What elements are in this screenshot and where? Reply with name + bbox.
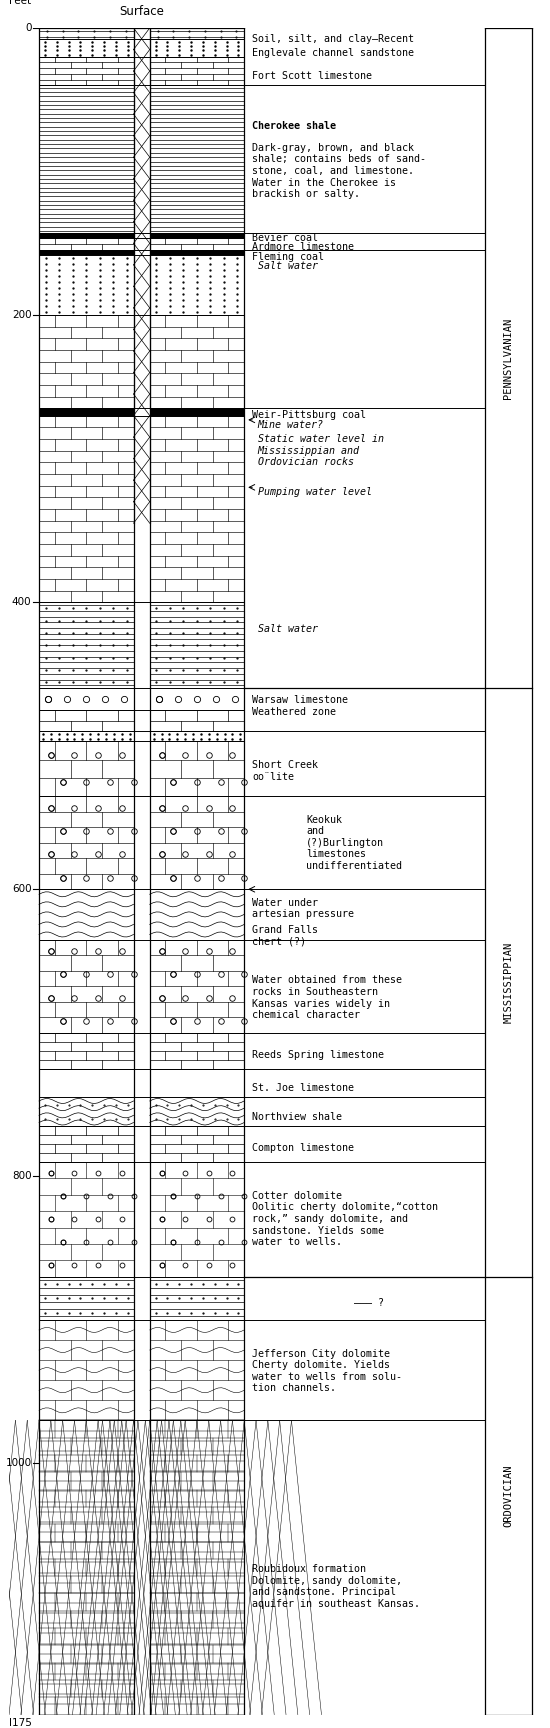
Text: Feet: Feet [9, 0, 31, 7]
Text: Fort Scott limestone: Fort Scott limestone [252, 71, 372, 81]
Text: Reeds Spring limestone: Reeds Spring limestone [252, 1051, 384, 1059]
Text: Cherokee shale: Cherokee shale [252, 121, 337, 131]
Bar [150, 251, 244, 254]
Text: Weir-Pittsburg coal: Weir-Pittsburg coal [252, 410, 366, 420]
Text: Fleming coal: Fleming coal [252, 252, 324, 263]
Text: Water under
artesian pressure: Water under artesian pressure [252, 899, 354, 919]
Bar [39, 233, 134, 237]
Text: Compton limestone: Compton limestone [252, 1144, 354, 1153]
Text: Jefferson City dolomite
Cherty dolomite. Yields
water to wells from solu-
tion c: Jefferson City dolomite Cherty dolomite.… [252, 1348, 403, 1393]
Bar [39, 408, 134, 415]
Bar [39, 251, 134, 254]
Text: I175: I175 [9, 1718, 31, 1728]
Text: Static water level in
Mississippian and
Ordovician rocks: Static water level in Mississippian and … [258, 434, 384, 467]
Text: Grand Falls
chert (?): Grand Falls chert (?) [252, 924, 318, 947]
Text: Roubidoux formation
Dolomite, sandy dolomite,
and sandstone. Principal
aquifer i: Roubidoux formation Dolomite, sandy dolo… [252, 1564, 420, 1609]
Text: Keokuk
and
(?)Burlington
limestones
undifferentiated: Keokuk and (?)Burlington limestones undi… [306, 814, 402, 871]
Text: Warsaw limestone
Weathered zone: Warsaw limestone Weathered zone [252, 695, 348, 717]
Text: Water obtained from these
rocks in Southeastern
Kansas varies widely in
chemical: Water obtained from these rocks in South… [252, 975, 403, 1020]
Bar [150, 233, 244, 237]
Text: Pumping water level: Pumping water level [258, 487, 372, 498]
Text: Salt water: Salt water [258, 261, 318, 271]
Text: 400: 400 [12, 598, 31, 607]
Text: MISSISSIPPIAN: MISSISSIPPIAN [503, 942, 513, 1023]
Text: 0: 0 [25, 22, 31, 33]
Text: Englevale channel sandstone: Englevale channel sandstone [252, 48, 414, 59]
Text: Surface: Surface [119, 5, 164, 17]
Text: Soil, silt, and clay—Recent: Soil, silt, and clay—Recent [252, 35, 414, 43]
Text: Bevier coal: Bevier coal [252, 233, 318, 244]
Text: Dark-gray, brown, and black
shale; contains beds of sand-
stone, coal, and limes: Dark-gray, brown, and black shale; conta… [252, 143, 426, 199]
Text: Mine water?: Mine water? [258, 420, 324, 430]
Text: Ardmore limestone: Ardmore limestone [252, 242, 354, 252]
Text: ORDOVICIAN: ORDOVICIAN [503, 1465, 513, 1528]
Text: 600: 600 [12, 885, 31, 895]
Bar [134, 28, 150, 524]
Text: Short Creek
oölite: Short Creek oölite [252, 760, 318, 781]
Text: 1000: 1000 [6, 1458, 31, 1469]
Text: St. Joe limestone: St. Joe limestone [252, 1083, 354, 1094]
Text: ——— ?: ——— ? [252, 1298, 384, 1308]
Text: 800: 800 [12, 1172, 31, 1182]
Text: Northview shale: Northview shale [252, 1111, 342, 1121]
Text: PENNSYLVANIAN: PENNSYLVANIAN [503, 318, 513, 399]
Text: Salt water: Salt water [258, 624, 318, 634]
Text: Cotter dolomite
Oolitic cherty dolomite,“cotton
rock,” sandy dolomite, and
sands: Cotter dolomite Oolitic cherty dolomite,… [252, 1191, 438, 1248]
Bar [150, 408, 244, 415]
Text: 200: 200 [12, 309, 31, 320]
